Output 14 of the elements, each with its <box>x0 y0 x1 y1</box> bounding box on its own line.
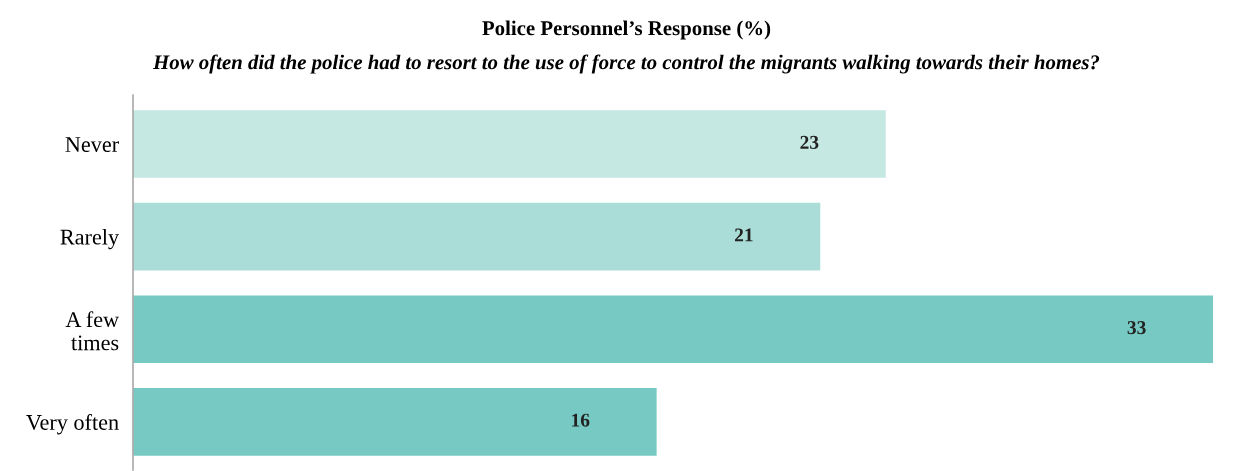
bar <box>133 110 886 178</box>
data-label: 21 <box>734 228 753 242</box>
bar <box>133 295 1213 364</box>
y-tick-label: Never <box>65 137 119 152</box>
data-label: 23 <box>800 135 819 149</box>
data-label: 16 <box>572 413 590 427</box>
chart-title: Police Personnel’s Response (%) <box>482 20 771 40</box>
y-tick-label: A few times <box>65 311 120 351</box>
y-tick-label: Rarely <box>60 228 120 250</box>
bar <box>133 388 657 456</box>
y-tick-label: Very often <box>26 414 119 435</box>
bar <box>133 202 821 271</box>
chart-subtitle: How often did the police had to resort to the use of force to control the migrants walking towards their homes? <box>152 54 1100 74</box>
data-label: 33 <box>1127 321 1146 335</box>
